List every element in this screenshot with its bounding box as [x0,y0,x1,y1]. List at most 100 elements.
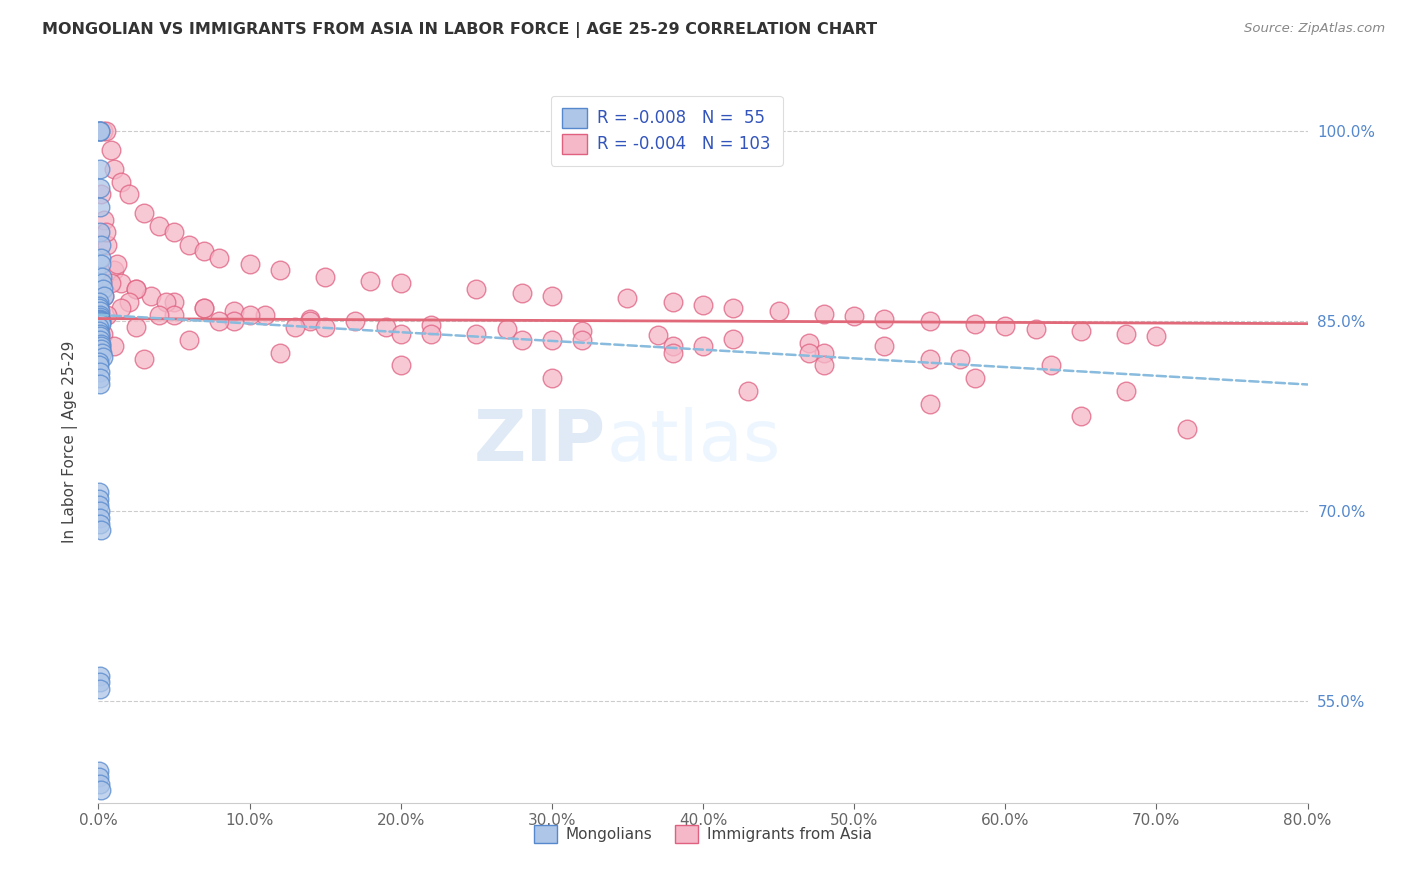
Point [110,175,132,189]
Point [125,282,148,296]
Point [91,124,114,138]
Point [90,339,112,353]
Point [89,311,111,326]
Point [91,282,114,296]
Point [89,485,111,500]
Point [208,251,231,265]
Point [89,516,111,531]
Point [208,314,231,328]
Point [89,491,111,506]
Legend: Mongolians, Immigrants from Asia: Mongolians, Immigrants from Asia [527,819,879,849]
Point [141,289,163,303]
Point [224,304,246,318]
Point [284,320,307,334]
Point [89,200,111,214]
Point [91,350,114,364]
Point [90,269,112,284]
Point [420,326,443,341]
Point [89,333,111,347]
Point [89,764,111,778]
Point [163,295,186,310]
Point [89,354,111,368]
Point [90,315,112,329]
Point [125,282,148,296]
Point [389,276,412,290]
Point [91,326,114,341]
Point [125,320,148,334]
Point [118,295,141,310]
Point [1070,409,1092,424]
Point [89,299,111,313]
Point [344,314,367,328]
Point [90,257,112,271]
Point [91,346,114,360]
Point [89,371,111,385]
Point [103,339,125,353]
Point [540,371,562,385]
Point [90,317,112,331]
Point [89,777,111,791]
Point [89,675,111,690]
Point [299,311,322,326]
Point [90,523,112,537]
Point [94,124,117,138]
Point [253,308,276,322]
Point [1146,329,1168,343]
Point [89,124,111,138]
Point [465,282,488,296]
Point [723,301,745,316]
Point [844,309,866,323]
Point [89,181,111,195]
Point [100,143,122,157]
Point [495,322,517,336]
Point [96,238,118,252]
Point [93,212,115,227]
Point [163,226,186,240]
Point [193,301,215,316]
Point [90,238,112,252]
Point [616,291,638,305]
Point [1024,322,1046,336]
Point [540,289,562,303]
Point [873,311,896,326]
Point [737,384,759,398]
Point [89,295,111,310]
Point [1039,359,1062,373]
Point [90,187,112,202]
Point [89,226,111,240]
Point [91,276,114,290]
Point [949,352,972,367]
Point [389,359,412,373]
Point [1115,326,1137,341]
Point [89,365,111,379]
Point [571,333,593,347]
Point [89,681,111,696]
Point [465,326,488,341]
Point [179,333,201,347]
Point [89,313,111,327]
Point [93,289,115,303]
Text: ZIP: ZIP [474,407,606,476]
Point [94,226,117,240]
Point [89,359,111,373]
Point [90,783,112,797]
Point [389,326,412,341]
Point [90,337,112,351]
Point [118,187,141,202]
Point [661,346,683,360]
Point [965,317,987,331]
Point [239,308,262,322]
Point [918,352,941,367]
Point [96,308,118,322]
Point [100,276,122,290]
Text: MONGOLIAN VS IMMIGRANTS FROM ASIA IN LABOR FORCE | AGE 25-29 CORRELATION CHART: MONGOLIAN VS IMMIGRANTS FROM ASIA IN LAB… [42,22,877,38]
Point [692,339,714,353]
Point [89,326,111,341]
Point [89,301,111,316]
Point [661,339,683,353]
Point [163,308,186,322]
Point [89,304,111,318]
Point [540,333,562,347]
Text: Source: ZipAtlas.com: Source: ZipAtlas.com [1244,22,1385,36]
Point [813,346,835,360]
